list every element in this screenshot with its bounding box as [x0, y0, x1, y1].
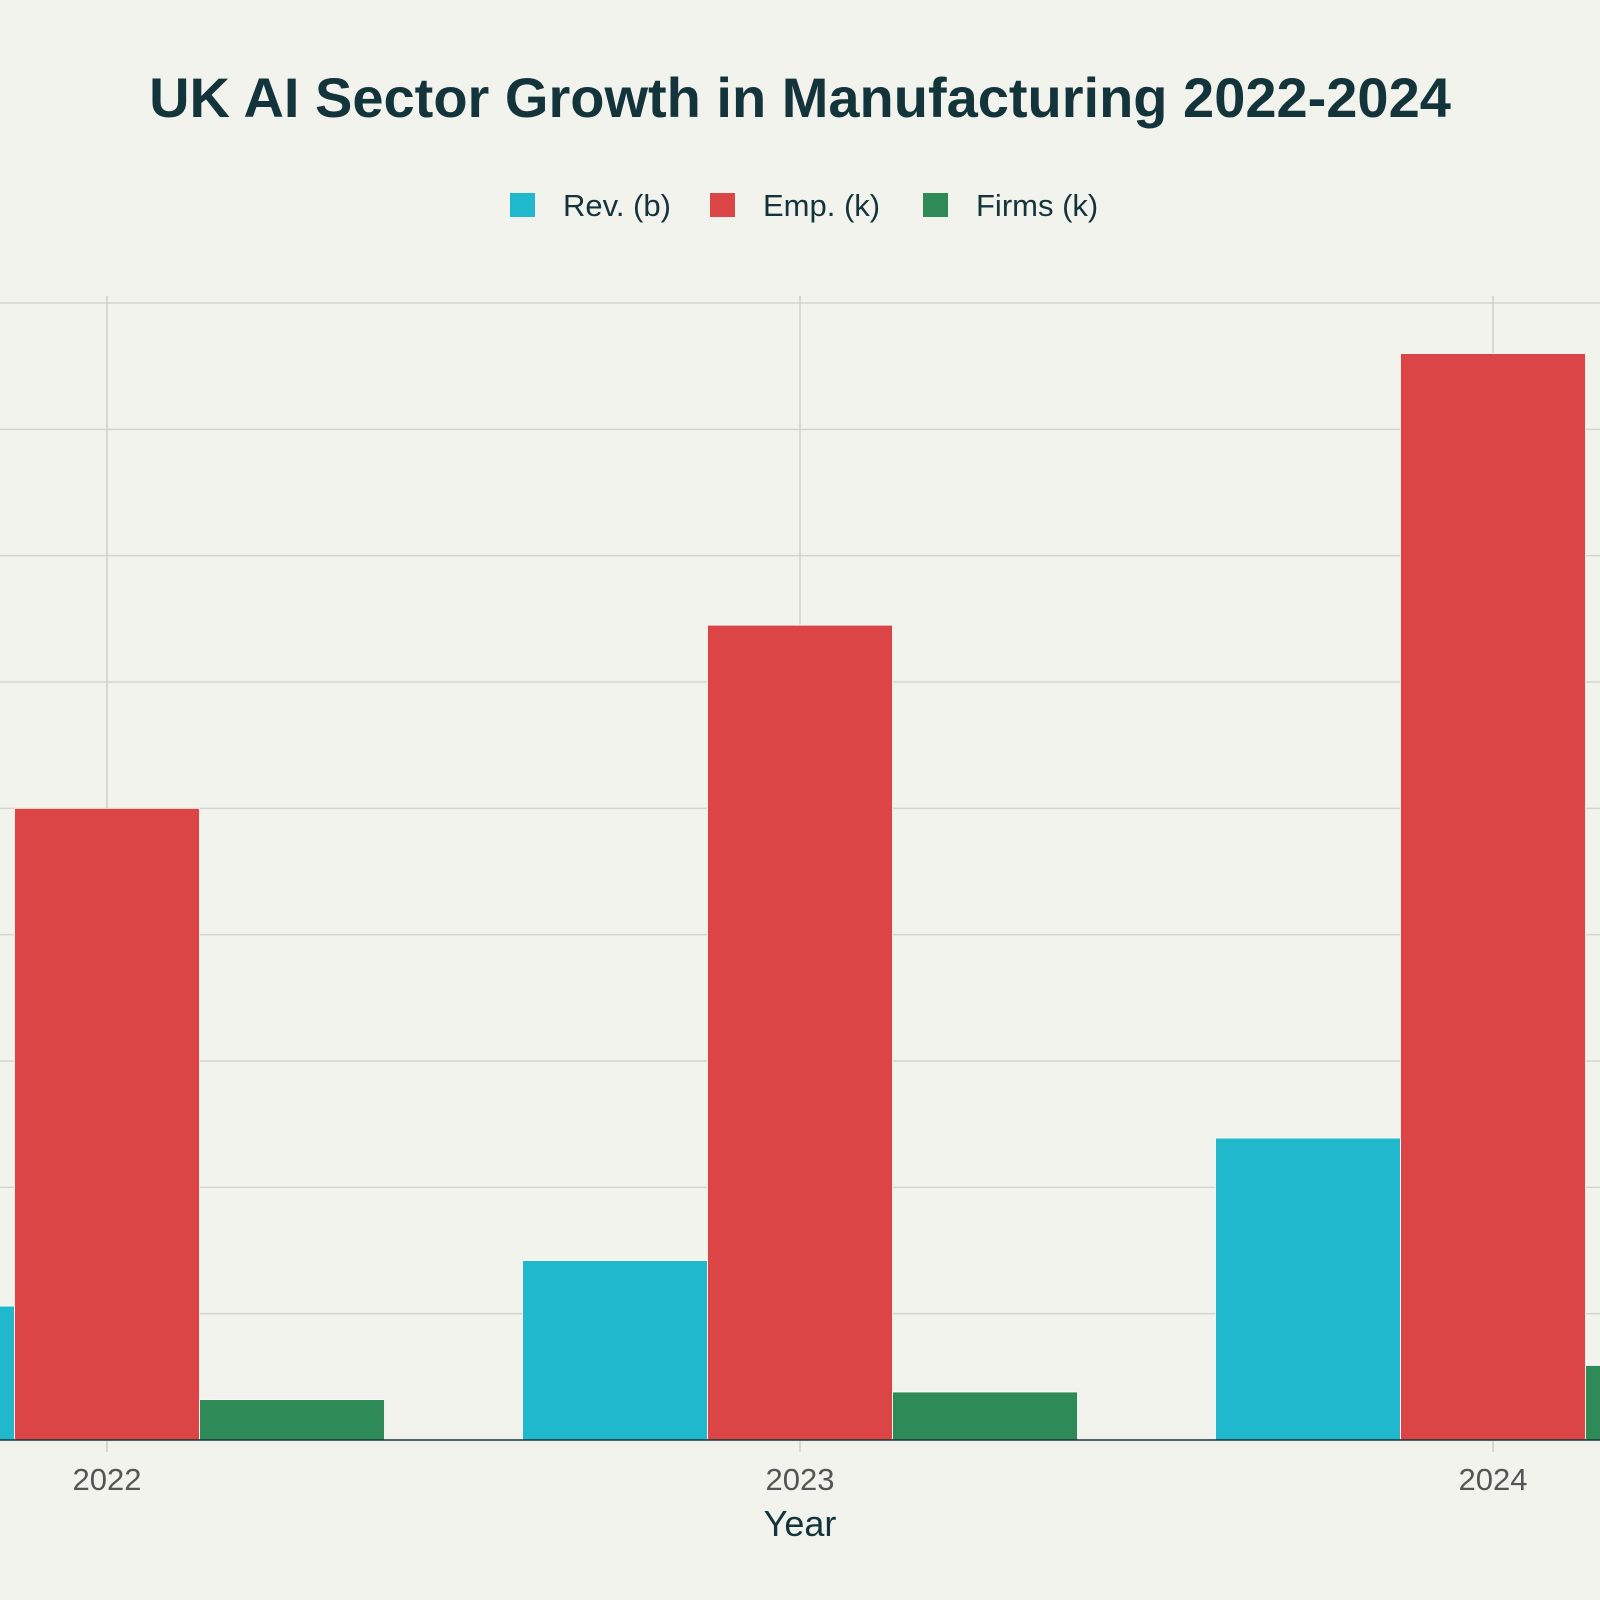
bar-rev-b-2023	[522, 1260, 708, 1441]
bar-firms-k-2024	[1585, 1365, 1600, 1441]
bar-rev-b-2024	[1215, 1137, 1401, 1441]
legend-label-firms-k: Firms (k)	[976, 188, 1098, 223]
legend-swatch-emp-k	[710, 193, 735, 217]
bars	[0, 353, 1600, 1441]
legend-label-rev-b: Rev. (b)	[563, 188, 671, 223]
x-tick-labels: 2022 2023 2024	[73, 1462, 1528, 1497]
legend: Rev. (b) Emp. (k) Firms (k)	[510, 188, 1098, 223]
bar-emp-k-2022	[14, 807, 200, 1441]
legend-label-emp-k: Emp. (k)	[763, 188, 880, 223]
bar-firms-k-2023	[892, 1391, 1078, 1441]
chart-title: UK AI Sector Growth in Manufacturing 202…	[149, 66, 1451, 129]
bar-emp-k-2023	[707, 624, 893, 1441]
bar-emp-k-2024	[1400, 353, 1586, 1441]
x-tick-label-2022: 2022	[73, 1462, 142, 1497]
x-tick-label-2023: 2023	[766, 1462, 835, 1497]
bar-rev-b-2022	[0, 1305, 15, 1441]
legend-swatch-rev-b	[510, 193, 535, 217]
bar-firms-k-2022	[199, 1399, 385, 1441]
legend-swatch-firms-k	[923, 193, 948, 217]
x-axis-title: Year	[764, 1503, 837, 1544]
x-tick-label-2024: 2024	[1459, 1462, 1528, 1497]
